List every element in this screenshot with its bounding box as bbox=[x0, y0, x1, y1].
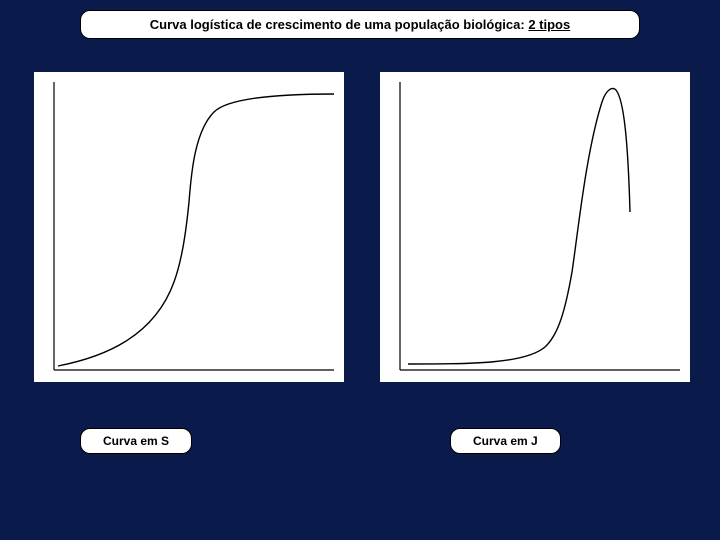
caption-j: Curva em J bbox=[450, 428, 561, 454]
chart-j-svg bbox=[380, 72, 690, 382]
title-underlined: 2 tipos bbox=[528, 17, 570, 32]
title-main: Curva logística de crescimento de uma po… bbox=[150, 17, 529, 32]
chart-s-svg bbox=[34, 72, 344, 382]
chart-s-curve bbox=[34, 72, 344, 382]
s-curve bbox=[58, 94, 334, 366]
j-curve bbox=[408, 89, 630, 365]
chart-j-curve bbox=[380, 72, 690, 382]
caption-s: Curva em S bbox=[80, 428, 192, 454]
title-box: Curva logística de crescimento de uma po… bbox=[80, 10, 640, 39]
